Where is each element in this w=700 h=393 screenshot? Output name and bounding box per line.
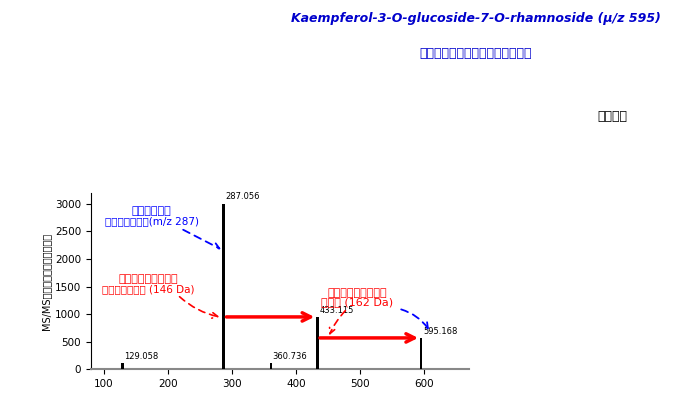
Text: 595.168: 595.168 <box>423 327 457 336</box>
Text: 特異的なイオン(m/z 287): 特異的なイオン(m/z 287) <box>105 217 199 227</box>
Text: 287.056: 287.056 <box>225 193 260 201</box>
Bar <box>270 363 272 369</box>
Text: 360.736: 360.736 <box>273 352 307 361</box>
Text: ヘキソース特異的な: ヘキソース特異的な <box>327 288 386 298</box>
Text: 129.058: 129.058 <box>125 352 159 361</box>
Bar <box>121 363 124 369</box>
Text: 質量差 (162 Da): 質量差 (162 Da) <box>321 298 393 307</box>
Text: デオキシヘキソース: デオキシヘキソース <box>119 274 178 284</box>
Text: 特異的な質量差 (146 Da): 特異的な質量差 (146 Da) <box>102 284 195 294</box>
Y-axis label: MS/MSスペクトルのイオン強度: MS/MSスペクトルのイオン強度 <box>41 232 51 330</box>
Bar <box>316 317 318 369</box>
Text: Kaempferol-3-Ο-glucoside-7-Ο-rhamnoside (μ/z 595): Kaempferol-3-Ο-glucoside-7-Ο-rhamnoside … <box>291 12 661 25</box>
Text: フラボノール: フラボノール <box>132 206 172 216</box>
Text: の構造とマススペクトルの関係性: の構造とマススペクトルの関係性 <box>420 47 532 60</box>
Text: 433.115: 433.115 <box>319 306 354 315</box>
Bar <box>223 204 225 369</box>
Text: 元の構造: 元の構造 <box>598 110 627 123</box>
Bar <box>420 338 422 369</box>
